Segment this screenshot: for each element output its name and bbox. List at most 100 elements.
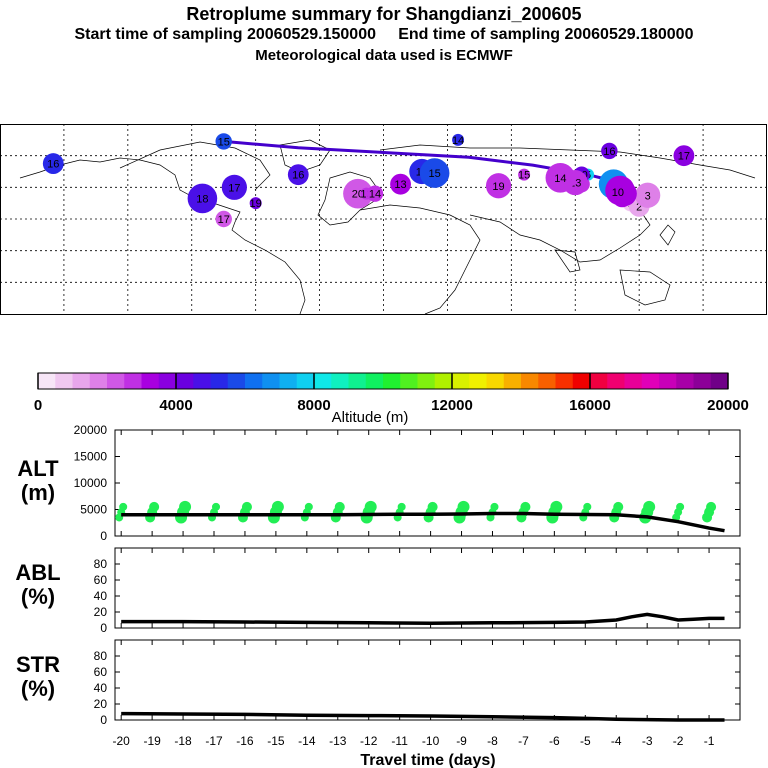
colorbar-cell: [279, 373, 298, 389]
y-tick-label: 10000: [74, 476, 108, 490]
altitude-particle-dot: [119, 502, 128, 511]
colorbar-cell: [710, 373, 729, 389]
plume-cluster-marker: [419, 158, 450, 188]
panel-label: ABL: [15, 560, 60, 585]
colorbar-cell: [314, 373, 332, 389]
plume-cluster-marker: [215, 210, 232, 228]
sampling-time-text: Start time of sampling 20060529.150000 E…: [74, 26, 694, 43]
x-tick-label: -13: [329, 734, 347, 748]
colorbar-cell: [107, 373, 125, 389]
colorbar-cell: [521, 373, 539, 389]
plume-cluster-marker: [601, 142, 618, 160]
plume-cluster-marker: [673, 145, 695, 167]
altitude-particle-dot: [613, 501, 624, 512]
colorbar-cell: [693, 373, 712, 389]
x-tick-label: -17: [205, 734, 223, 748]
colorbar-cell: [469, 373, 487, 389]
panel-unit: (%): [21, 584, 55, 609]
colorbar-cell: [89, 373, 108, 389]
x-tick-label: -10: [422, 734, 440, 748]
altitude-particle-dot: [583, 502, 592, 511]
colorbar-cell: [676, 373, 694, 389]
series-line: [121, 711, 725, 722]
colorbar-cell: [38, 373, 56, 389]
y-tick-label: 40: [94, 681, 108, 695]
plume-cluster-label: 2: [636, 201, 642, 213]
altitude-particle-dot: [706, 501, 717, 512]
colorbar-cell: [158, 373, 177, 389]
plume-cluster-label: 16: [47, 159, 59, 171]
y-tick-label: 0: [100, 713, 107, 727]
x-tick-label: -15: [267, 734, 285, 748]
colorbar-cell: [607, 373, 625, 389]
colorbar-axis-label: Altitude (m): [332, 409, 409, 426]
y-tick-label: 15000: [74, 450, 108, 464]
colorbar-tick-label: 0: [34, 397, 42, 414]
x-tick-label: -12: [360, 734, 378, 748]
panel-label: ALT: [17, 456, 59, 481]
plume-cluster-marker: [452, 133, 465, 146]
plume-cluster-label: 16: [603, 146, 615, 158]
colorbar-cell: [572, 373, 591, 389]
altitude-particle-dot: [271, 500, 284, 513]
x-tick-label: -7: [518, 734, 529, 748]
altitude-particle-dot: [304, 502, 313, 511]
x-tick-label: -18: [174, 734, 192, 748]
colorbar-cell: [434, 373, 453, 389]
plume-cluster-label: 15: [429, 168, 441, 180]
altitude-particle-dot: [520, 501, 531, 512]
plume-cluster-label: 14: [554, 173, 566, 185]
colorbar-cell: [452, 373, 470, 389]
colorbar-cell: [262, 373, 280, 389]
x-tick-label: -19: [143, 734, 161, 748]
x-tick-label: -11: [391, 734, 408, 748]
altitude-particle-dot: [490, 502, 499, 511]
meteorological-data-text: Meteorological data used is ECMWF: [255, 47, 513, 64]
plume-cluster-marker: [221, 174, 247, 200]
plume-cluster-label: 13: [394, 179, 406, 191]
colorbar-cell: [538, 373, 556, 389]
altitude-particle-dot: [364, 500, 377, 513]
y-tick-label: 20000: [74, 423, 108, 437]
colorbar-cell: [486, 373, 505, 389]
colorbar-cell: [383, 373, 401, 389]
colorbar-cell: [176, 373, 194, 389]
panel-unit: (%): [21, 676, 55, 701]
panel-frame: [114, 547, 741, 629]
plume-cluster-label: 17: [218, 214, 230, 226]
x-tick-label: -2: [673, 734, 684, 748]
plume-cluster-marker: [287, 164, 309, 186]
y-tick-label: 5000: [80, 503, 107, 517]
colorbar-tick-label: 20000: [707, 397, 749, 414]
colorbar-cell: [124, 373, 142, 389]
colorbar-cell: [331, 373, 349, 389]
colorbar-cell: [503, 373, 522, 389]
colorbar-cell: [210, 373, 229, 389]
x-tick-label: -1: [704, 734, 715, 748]
plume-cluster-marker: [390, 173, 411, 195]
altitude-particle-dot: [550, 500, 563, 513]
altitude-particle-dot: [457, 500, 470, 513]
colorbar-cell: [296, 373, 315, 389]
panel-label: STR: [16, 652, 60, 677]
altitude-particle-dot: [179, 500, 192, 513]
colorbar-cell: [400, 373, 418, 389]
altitude-particle-dot: [334, 501, 345, 512]
plume-cluster-label: 19: [492, 181, 504, 193]
colorbar-cell: [659, 373, 677, 389]
plume-cluster-marker: [215, 133, 232, 150]
y-tick-label: 20: [94, 605, 108, 619]
plume-cluster-marker: [485, 173, 512, 199]
altitude-particle-dot: [427, 501, 438, 512]
altitude-particle-dot: [149, 501, 160, 512]
x-tick-label: -20: [113, 734, 131, 748]
y-tick-label: 80: [94, 557, 108, 571]
y-tick-label: 40: [94, 589, 108, 603]
series-line: [121, 511, 725, 533]
plume-cluster-marker: [42, 153, 64, 174]
plume-cluster-label: 19: [250, 198, 262, 210]
plume-cluster-label: 18: [196, 193, 208, 205]
colorbar-cell: [417, 373, 436, 389]
